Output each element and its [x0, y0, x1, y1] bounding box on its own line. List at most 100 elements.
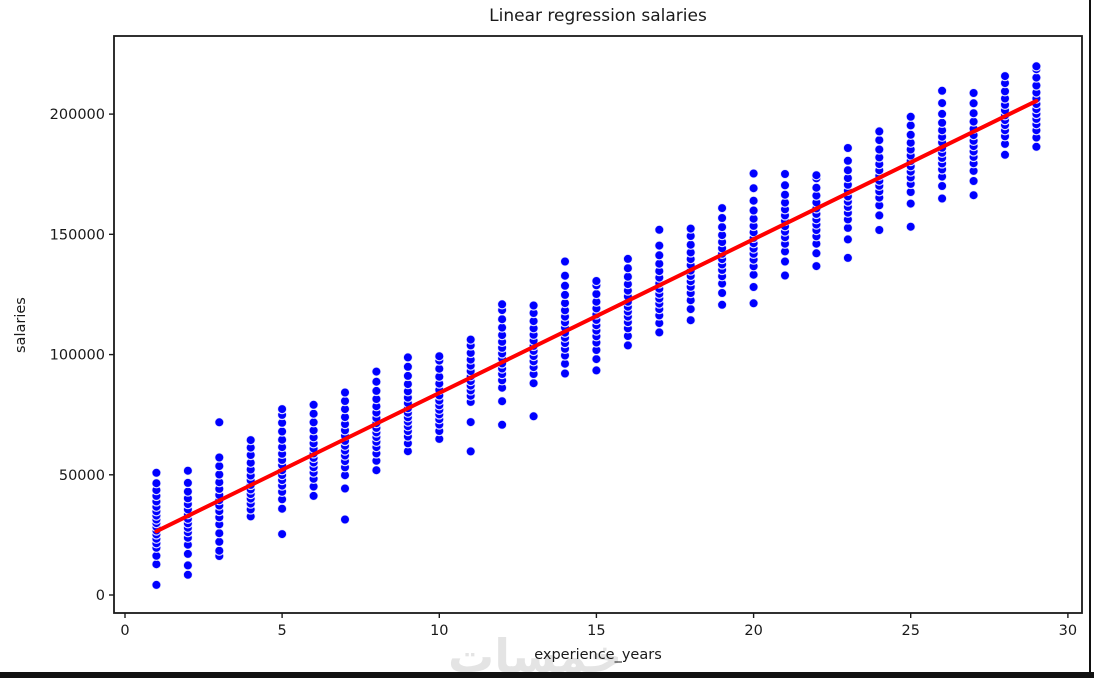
data-point	[214, 417, 225, 428]
data-point	[905, 129, 916, 140]
data-point	[591, 365, 602, 376]
data-point	[654, 327, 665, 338]
data-point	[496, 419, 508, 430]
data-point	[685, 303, 696, 315]
data-point	[622, 253, 634, 265]
data-point	[434, 351, 445, 362]
data-point	[968, 175, 979, 187]
data-point	[779, 180, 791, 191]
data-point	[685, 315, 696, 326]
window-frame-right-border	[1089, 0, 1091, 678]
data-point	[151, 478, 162, 489]
data-point	[528, 411, 539, 422]
data-point	[151, 579, 162, 591]
data-point	[779, 189, 791, 200]
data-point	[654, 240, 665, 251]
x-tick-label: 25	[901, 623, 919, 639]
data-point	[308, 399, 319, 410]
window-frame-bottom-border	[0, 672, 1094, 678]
data-point	[308, 408, 319, 419]
data-point	[936, 108, 948, 120]
data-point	[811, 260, 822, 272]
data-point	[402, 352, 414, 363]
data-point	[182, 477, 194, 489]
data-point	[182, 560, 194, 571]
data-point	[748, 168, 759, 179]
data-point	[591, 275, 602, 287]
data-point	[936, 97, 948, 109]
y-tick-label: 0	[96, 588, 105, 604]
data-point	[371, 465, 382, 476]
data-point	[308, 490, 319, 502]
data-point	[748, 182, 759, 194]
data-point	[874, 210, 885, 221]
y-tick-label: 50000	[59, 468, 105, 484]
data-point	[591, 288, 602, 300]
data-point	[559, 280, 571, 291]
data-point	[842, 164, 854, 176]
data-point	[182, 465, 194, 476]
data-point	[622, 271, 634, 282]
data-point	[371, 366, 382, 377]
plot-border	[113, 35, 1083, 614]
data-point	[936, 193, 948, 204]
data-point	[559, 368, 571, 379]
x-tick-label: 10	[430, 623, 448, 639]
data-point	[339, 387, 351, 398]
data-point	[402, 370, 414, 382]
data-point	[716, 221, 728, 233]
data-point	[465, 334, 476, 345]
data-point	[308, 417, 319, 428]
data-point	[779, 168, 791, 180]
data-point	[968, 189, 979, 201]
data-point	[1031, 141, 1042, 152]
data-point	[999, 149, 1011, 160]
data-point	[936, 180, 948, 192]
data-point	[214, 452, 225, 463]
data-point	[654, 224, 665, 235]
data-point	[496, 299, 508, 310]
x-tick-label: 30	[1059, 623, 1077, 639]
data-point	[842, 252, 854, 264]
data-point	[874, 224, 885, 236]
data-point	[622, 263, 634, 274]
data-point	[528, 300, 539, 311]
data-point	[842, 142, 854, 154]
y-tick-label: 200000	[50, 107, 105, 123]
data-point	[968, 87, 979, 99]
data-point	[905, 120, 916, 131]
y-tick-label: 100000	[50, 348, 105, 364]
data-point	[968, 107, 979, 119]
data-point	[559, 270, 571, 281]
data-point	[779, 256, 791, 267]
data-point	[214, 528, 225, 539]
data-point	[968, 98, 979, 109]
data-point	[874, 144, 885, 155]
data-point	[748, 281, 759, 293]
data-point	[276, 403, 288, 415]
data-point	[842, 155, 854, 166]
data-point	[905, 111, 916, 123]
x-tick-label: 20	[744, 623, 762, 639]
data-point	[214, 460, 225, 472]
data-point	[339, 395, 351, 407]
data-point	[182, 569, 194, 581]
data-point	[559, 289, 571, 301]
data-point	[811, 182, 822, 193]
data-point	[905, 221, 916, 232]
x-tick-label: 5	[277, 623, 286, 639]
data-point	[276, 503, 288, 514]
data-point	[842, 234, 854, 245]
data-point	[748, 298, 759, 309]
x-tick-label: 0	[120, 623, 129, 639]
data-point	[748, 205, 759, 216]
data-point	[905, 198, 916, 209]
data-point	[622, 340, 634, 351]
y-tick-label: 150000	[50, 227, 105, 243]
data-point	[936, 117, 948, 129]
data-point	[685, 223, 696, 234]
data-point	[716, 287, 728, 299]
data-point	[748, 195, 759, 206]
